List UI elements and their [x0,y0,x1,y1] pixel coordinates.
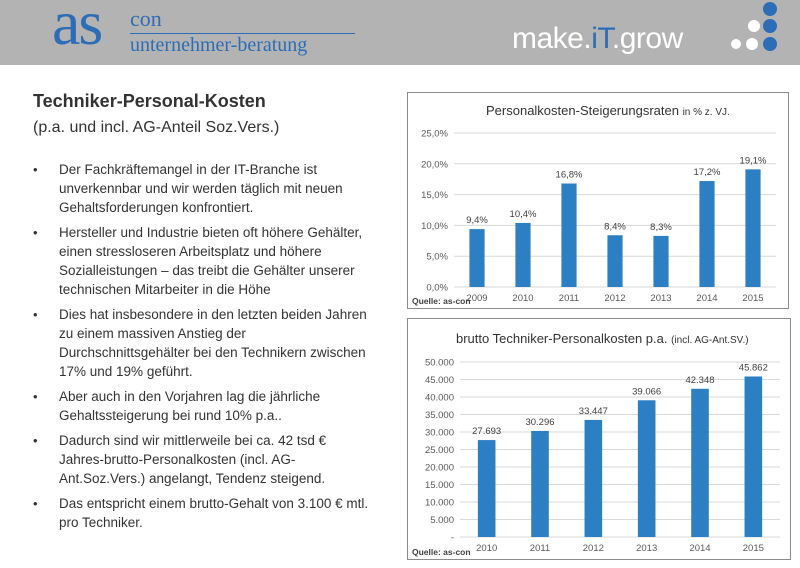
data-label: 17,2% [694,167,721,178]
bullet-dot-icon: • [33,307,38,322]
bullet-text: Der Fachkräftemangel in der IT-Branche i… [59,162,343,215]
y-tick-label: 40.000 [425,393,454,404]
y-tick-label: 45.000 [425,375,454,386]
x-tick-label: 2013 [650,293,671,304]
bullet-text: Hersteller und Industrie bieten oft höhe… [59,225,363,297]
x-tick-label: 2013 [636,543,657,554]
page-subtitle: (p.a. und incl. AG-Anteil Soz.Vers.) [33,119,280,136]
x-tick-label: 2014 [696,293,717,304]
data-label: 16,8% [556,170,583,181]
y-tick-label: 15,0% [421,190,448,201]
x-tick-label: 2014 [689,543,710,554]
bullet-item: • Dadurch sind wir mittlerweile bei ca. 4… [33,431,373,488]
bullet-item: • Der Fachkräftemangel in der IT-Branche … [33,160,373,217]
y-tick-label: 20,0% [421,159,448,170]
bullet-list: • Der Fachkräftemangel in der IT-Branche … [33,160,373,538]
chart-title: brutto Techniker-Personalkosten p.a. (in… [456,331,749,346]
y-tick-label: 50.000 [425,358,454,369]
y-tick-label: 10,0% [421,221,448,232]
bullet-item: • Dies hat insbesondere in den letzten be… [33,305,373,381]
data-label: 8,4% [604,221,626,232]
data-label: 30.296 [525,417,554,428]
bullet-text: Aber auch in den Vorjahren lag die jährl… [59,389,321,423]
slogan-it: iT [591,22,612,55]
y-tick-label: 35.000 [425,410,454,421]
y-tick-label: 5,0% [426,252,448,263]
bullet-dot-icon: • [33,225,38,240]
x-tick-label: 2015 [742,293,763,304]
bullet-item: • Aber auch in den Vorjahren lag die jähr… [33,387,373,425]
x-tick-label: 2011 [530,543,550,554]
dots-logo-icon [731,2,777,51]
chart-title: Personalkosten-Steigerungsraten in % z. … [486,103,730,118]
bullet-item: • Das entspricht einem brutto-Gehalt von … [33,494,373,532]
y-tick-label: 20.000 [425,463,454,474]
data-label: 42.348 [685,375,714,386]
chart-personnel-costs: brutto Techniker-Personalkosten p.a. (in… [407,318,791,560]
bar [477,440,496,537]
logo-as: as [52,0,103,58]
y-tick-label: 10.000 [425,498,454,509]
bar [561,183,577,287]
slogan-pre: make. [512,22,592,55]
bullet-item: • Hersteller und Industrie bieten oft höh… [33,223,373,299]
logo-con: con [130,6,162,31]
data-label: 10,4% [510,209,537,220]
chart-title-main: Personalkosten-Steigerungsraten [486,103,683,118]
chart-source: Quelle: as-con [412,296,471,306]
data-label: 8,3% [650,222,672,233]
header-band: as con unternehmer-beratung make.iT.grow [0,0,800,65]
x-tick-label: 2012 [604,293,625,304]
data-label: 45.862 [739,362,768,373]
chart-title-main: brutto Techniker-Personalkosten p.a. [456,331,671,346]
logo-subtitle: unternehmer-beratung [130,34,308,56]
data-label: 27.693 [472,426,501,437]
data-label: 19,1% [740,155,767,166]
y-tick-label: 5.000 [430,515,454,526]
bar [745,169,761,287]
y-tick-label: 15.000 [425,480,454,491]
bar [691,388,709,537]
data-label: 33.447 [579,406,608,417]
slogan-post: .grow [611,22,683,55]
logo-divider [130,33,355,34]
bar [744,376,763,537]
chart-personnel-costs-svg: brutto Techniker-Personalkosten p.a. (in… [412,331,780,557]
x-tick-label: 2015 [743,543,764,554]
slogan: make.iT.grow [512,22,683,56]
bar [637,400,656,537]
bullet-dot-icon: • [33,496,38,511]
bar [469,229,485,287]
chart-source: Quelle: as-con [412,547,471,557]
y-tick-label: - [451,533,454,544]
y-tick-label: 25.000 [425,445,454,456]
bar [607,235,623,287]
x-tick-label: 2010 [476,543,497,554]
bullet-dot-icon: • [33,162,38,177]
y-tick-label: 25,0% [421,129,448,140]
bar [515,222,531,287]
bar [584,419,603,537]
bullet-dot-icon: • [33,389,38,404]
bullet-text: Dies hat insbesondere in den letzten bei… [59,307,367,379]
x-tick-label: 2010 [512,293,533,304]
chart-title-suffix: (incl. AG-Ant.SV.) [671,335,748,346]
chart-growth-rates-svg: Personalkosten-Steigerungsraten in % z. … [412,103,776,306]
bullet-text: Das entspricht einem brutto-Gehalt von 3… [59,496,369,530]
page-title: Techniker-Personal-Kosten [33,91,266,111]
bar [531,430,549,537]
bullet-text: Dadurch sind wir mittlerweile bei ca. 42… [59,433,327,486]
x-tick-label: 2009 [466,293,487,304]
chart-title-suffix: in % z. VJ. [683,107,730,118]
y-tick-label: 30.000 [425,428,454,439]
x-tick-label: 2012 [583,543,604,554]
y-tick-label: 0,0% [426,283,448,294]
bar [653,235,669,287]
chart-growth-rates: Personalkosten-Steigerungsraten in % z. … [407,92,789,309]
data-label: 9,4% [466,215,488,226]
data-label: 39.066 [632,386,661,397]
bar [699,181,715,287]
bullet-dot-icon: • [33,433,38,448]
x-tick-label: 2011 [559,293,579,304]
